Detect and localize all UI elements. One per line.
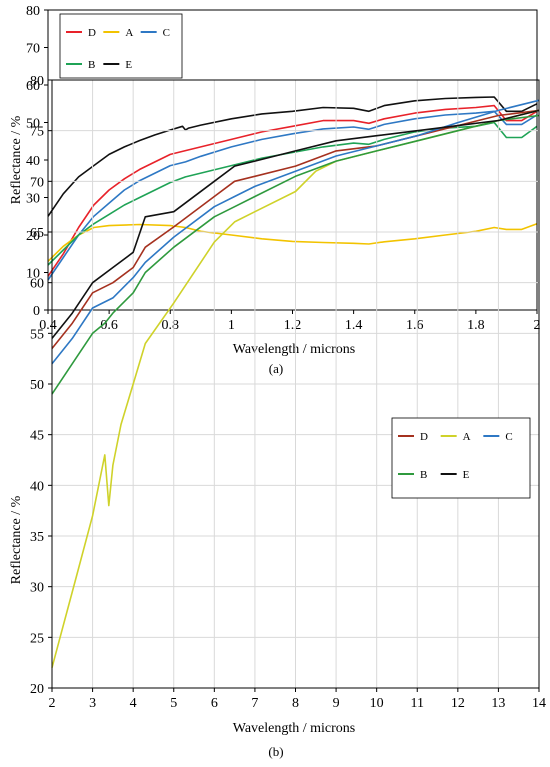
legend-label-E: E [125,59,132,71]
series-line-B [51,114,540,395]
legend-label-A: A [463,431,471,443]
chart-b-ticks: 2 3 4 5 6 7 8 9 10 11 12 13 142025303540455055606570… [30,74,546,711]
x-tick-label: 10 [370,696,384,711]
y-tick-label: 80 [26,4,40,19]
x-tick-label: 6 [211,696,218,711]
series-line-A [47,223,538,262]
y-tick-label: 25 [30,631,44,646]
y-tick-label: 30 [26,192,40,207]
series-line-C [51,99,540,365]
y-tick-label: 65 [30,226,44,241]
legend-box [59,13,183,79]
y-tick-label: 60 [26,79,40,94]
x-tick-label: 7 [251,696,258,711]
series-line-E [51,109,540,339]
x-tick-label: 1.2 [284,318,302,333]
legend-label-C: C [163,27,170,39]
x-tick-label: 11 [411,696,424,711]
x-tick-label: 8 [292,696,299,711]
chart-a-legend: D A C B E [59,13,183,79]
y-tick-label: 45 [30,429,44,444]
legend-box [391,417,531,499]
y-tick-label: 60 [30,277,44,292]
legend-label-A: A [125,27,133,39]
x-tick-label: 1.4 [345,318,363,333]
chart-panel-a: 0.4 0.6 0.8 1 1.2 1.4 1.6 1.8 201020304050607080… [9,4,541,376]
y-tick-label: 10 [26,267,40,282]
x-tick-label: 3 [89,696,96,711]
x-tick-label: 9 [333,696,340,711]
y-tick-label: 40 [30,479,44,494]
series-line-D [51,109,540,350]
y-tick-label: 50 [30,378,44,393]
x-tick-label: 2 [534,318,541,333]
y-tick-label: 55 [30,327,44,342]
x-tick-label: 5 [170,696,177,711]
x-tick-label: 13 [491,696,505,711]
series-line-C [47,110,538,281]
chart-b-series [51,99,540,668]
y-tick-label: 30 [30,581,44,596]
y-tick-label: 75 [30,125,44,140]
chart-b-ylabel: Reflectance / % [9,495,24,584]
y-tick-label: 70 [26,42,40,57]
x-tick-label: 1 [228,318,235,333]
legend-label-D: D [88,27,96,39]
y-tick-label: 70 [30,175,44,190]
x-tick-label: 1.6 [406,318,424,333]
x-tick-label: 12 [451,696,465,711]
legend-label-D: D [420,431,428,443]
y-tick-label: 80 [30,74,44,89]
chart-b-xlabel: Wavelength / microns [233,721,356,736]
x-tick-label: 1.8 [467,318,485,333]
x-tick-label: 4 [130,696,137,711]
y-tick-label: 50 [26,117,40,132]
x-tick-label: 0.6 [100,318,118,333]
legend-label-C: C [505,431,512,443]
chart-a-ylabel: Reflectance / % [9,115,24,204]
y-tick-label: 35 [30,530,44,545]
x-tick-label: 0.8 [162,318,180,333]
series-line-E [47,96,538,217]
y-tick-label: 20 [30,682,44,697]
chart-panel-b: 2 3 4 5 6 7 8 9 10 11 12 13 142025303540455055606570… [9,74,546,759]
y-tick-label: 40 [26,154,40,169]
x-tick-label: 2 [49,696,56,711]
x-tick-label: 14 [532,696,546,711]
legend-label-B: B [88,59,95,71]
y-tick-label: 0 [33,304,40,319]
y-tick-label: 20 [26,229,40,244]
legend-label-E: E [463,469,470,481]
chart-b-legend: D A C B E [391,417,531,499]
legend-label-B: B [420,469,427,481]
chart-b-panel-label: (b) [268,744,283,759]
series-line-D [47,104,538,277]
chart-a-panel-label: (a) [269,361,283,376]
chart-a-xlabel: Wavelength / microns [233,342,356,357]
